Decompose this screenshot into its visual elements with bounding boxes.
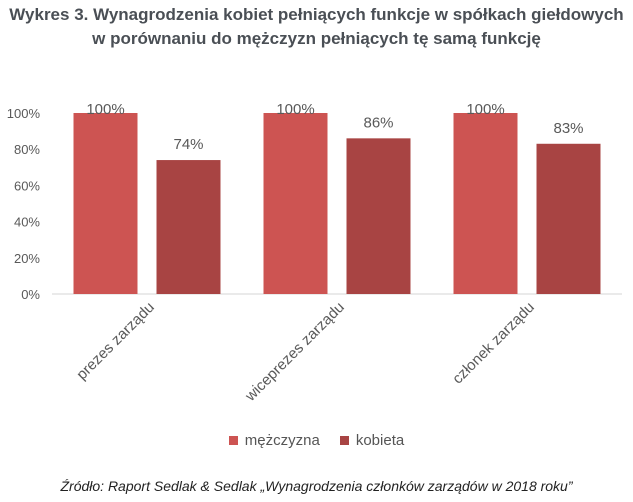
legend-item-women: kobieta bbox=[339, 432, 405, 449]
bar bbox=[536, 143, 601, 294]
legend: mężczyzna kobieta bbox=[0, 432, 633, 449]
y-tick-label: 80% bbox=[14, 142, 40, 157]
data-label: 100% bbox=[86, 101, 124, 118]
bar bbox=[156, 160, 221, 294]
category-label: wiceprezes zarządu bbox=[241, 299, 347, 405]
bar bbox=[73, 113, 138, 294]
category-label: prezes zarządu bbox=[73, 299, 158, 384]
legend-swatch-men bbox=[228, 436, 238, 445]
bar-chart: 0% 20% 40% 60% 80% 100% 100% 74% prezes zarządu 1… bbox=[7, 101, 622, 405]
legend-label-men: mężczyzna bbox=[244, 432, 320, 449]
data-label: 86% bbox=[363, 114, 393, 131]
category-label: członek zarządu bbox=[449, 299, 538, 388]
bar bbox=[263, 113, 328, 294]
y-tick-label: 60% bbox=[14, 178, 40, 193]
data-label: 74% bbox=[173, 136, 203, 153]
data-label: 83% bbox=[553, 120, 583, 137]
chart-title-line-1: Wykres 3. Wynagrodzenia kobiet pełniącyc… bbox=[9, 5, 624, 24]
bar bbox=[346, 138, 411, 294]
bar bbox=[453, 113, 518, 294]
legend-item-men: mężczyzna bbox=[228, 432, 320, 449]
y-tick-label: 100% bbox=[7, 106, 41, 121]
y-tick-label: 0% bbox=[21, 287, 40, 302]
chart-title-line-2: w porównaniu do mężczyzn pełniących tę s… bbox=[92, 29, 541, 48]
data-label: 100% bbox=[466, 101, 504, 118]
data-label: 100% bbox=[276, 101, 314, 118]
legend-swatch-women bbox=[339, 436, 349, 445]
legend-label-women: kobieta bbox=[355, 432, 405, 449]
y-tick-label: 20% bbox=[14, 251, 40, 266]
y-tick-label: 40% bbox=[14, 215, 40, 230]
source-note: Źródło: Raport Sedlak & Sedlak „Wynagrod… bbox=[60, 478, 573, 494]
